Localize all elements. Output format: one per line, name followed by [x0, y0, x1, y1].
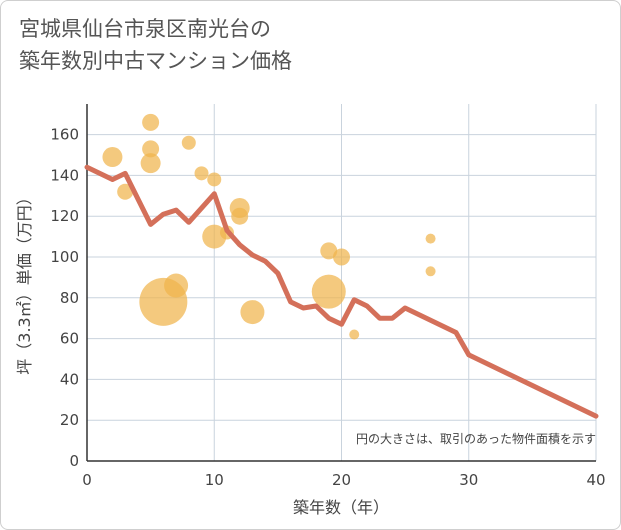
bubble-point: [425, 233, 436, 244]
bubble-point: [164, 273, 189, 298]
bubble-point: [140, 153, 161, 174]
y-tick-label: 140: [50, 166, 79, 184]
x-tick-label: 30: [459, 471, 478, 489]
x-tick-label: 40: [586, 471, 605, 489]
bubble-point: [194, 166, 209, 181]
chart-title: 宮城県仙台市泉区南光台の 築年数別中古マンション価格: [19, 13, 292, 77]
bubble-point: [207, 172, 222, 187]
bubble-point: [240, 300, 265, 325]
chart-title-line-1: 宮城県仙台市泉区南光台の: [19, 17, 271, 41]
y-tick-label: 100: [50, 248, 79, 266]
bubble-point: [142, 113, 160, 131]
y-tick-label: 20: [60, 411, 79, 429]
bubble-point: [102, 147, 123, 168]
y-tick-label: 120: [50, 207, 79, 225]
bubble-point: [142, 140, 160, 158]
chart-title-line-2: 築年数別中古マンション価格: [19, 49, 292, 73]
y-tick-label: 0: [69, 452, 79, 470]
tick-labels: 0 10 20 30 40 0 20 40 60 80 100 120 140 160: [50, 126, 605, 489]
axes: [86, 104, 596, 462]
bubble-size-note: 円の大きさは、取引のあった物件面積を示す: [356, 431, 596, 446]
bubble-point: [231, 207, 249, 225]
y-tick-label: 60: [60, 330, 79, 348]
bubble-point: [181, 135, 196, 150]
bubble-point: [349, 329, 360, 340]
x-tick-label: 20: [332, 471, 351, 489]
y-axis-title: 坪（3.3㎡）単価（万円）: [15, 189, 34, 374]
x-tick-label: 0: [82, 471, 92, 489]
x-tick-label: 10: [205, 471, 224, 489]
bubble-point: [117, 183, 134, 200]
y-tick-label: 160: [50, 126, 79, 144]
y-tick-label: 40: [60, 370, 79, 388]
bubble-series: [102, 113, 436, 340]
bubble-point: [425, 266, 436, 277]
x-axis-title: 築年数（年）: [293, 498, 389, 517]
y-tick-label: 80: [60, 289, 79, 307]
bubble-point: [320, 242, 338, 260]
trend-line: [84, 164, 599, 419]
bubble-point: [311, 274, 346, 309]
bubble-point: [333, 248, 350, 266]
trend-series: [84, 164, 599, 419]
